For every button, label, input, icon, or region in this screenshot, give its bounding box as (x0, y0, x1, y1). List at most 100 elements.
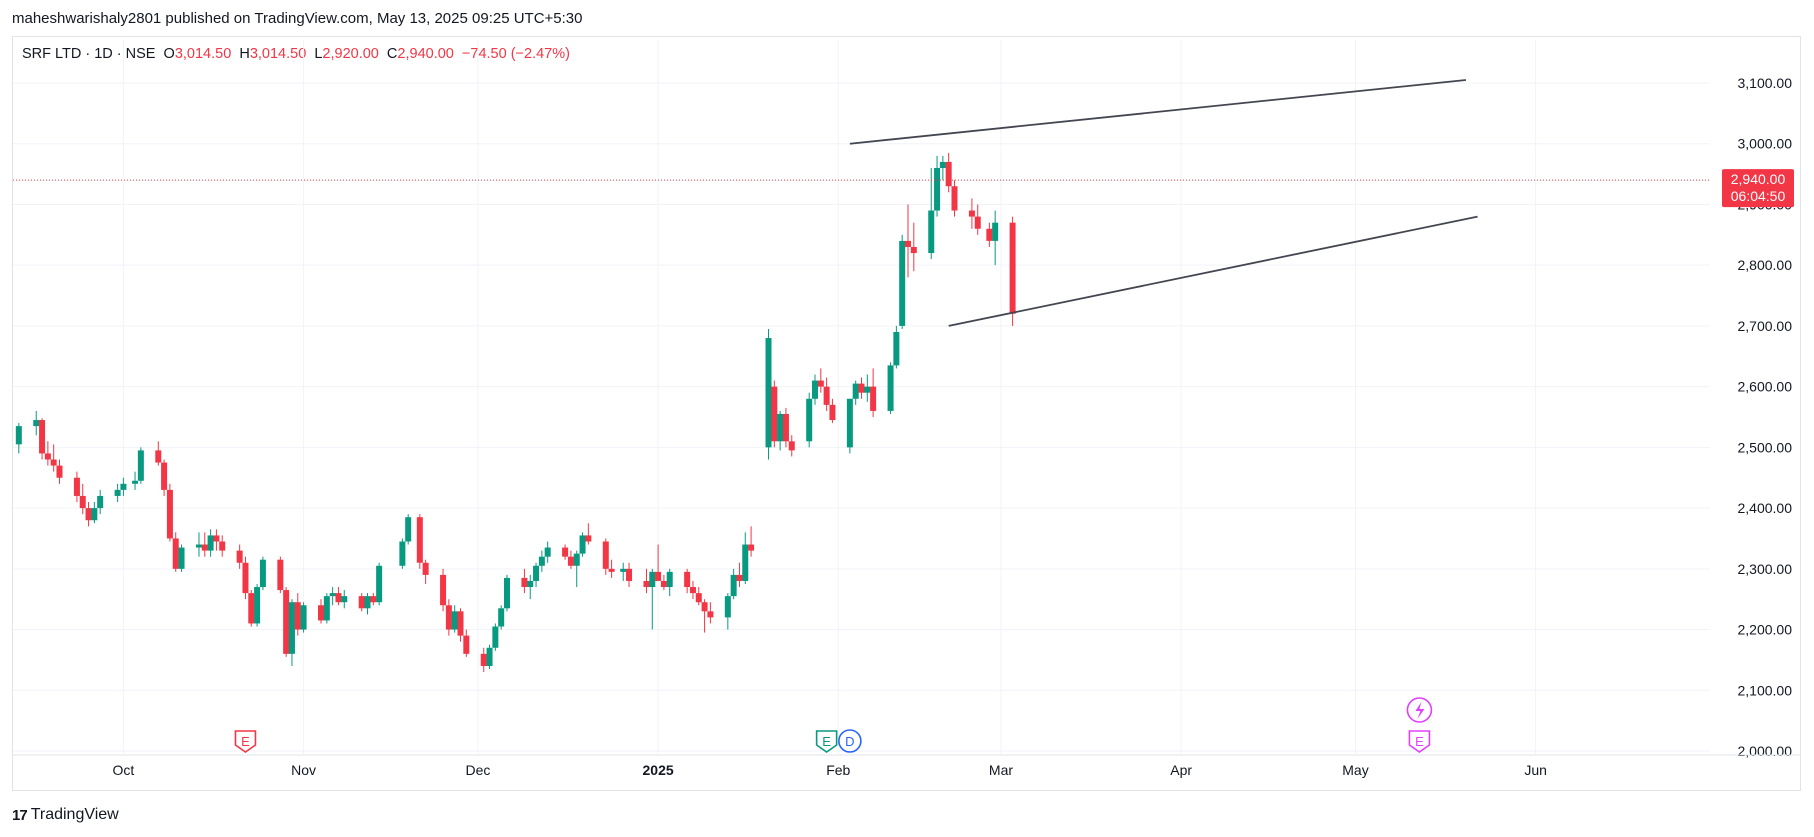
candle-body (440, 574, 447, 606)
candle-body (707, 611, 714, 618)
candle-body (358, 596, 365, 609)
candle-body (748, 544, 755, 551)
publish-info: maheshwarishaly2801 published on Trading… (12, 10, 583, 27)
y-tick-label: 2,000.00 (1738, 743, 1793, 759)
candle-body (788, 441, 795, 451)
candle-body (660, 580, 667, 588)
candle-body (939, 161, 946, 169)
dividend-marker (838, 729, 862, 753)
candle-body (15, 426, 22, 445)
y-tick-label: 2,100.00 (1738, 682, 1793, 698)
candle-body (602, 541, 609, 569)
candle-body (213, 535, 220, 542)
y-tick-label: 2,500.00 (1738, 439, 1793, 455)
y-tick-label: 2,700.00 (1738, 318, 1793, 334)
candle-body (771, 386, 778, 442)
candle-body (585, 535, 592, 542)
x-tick-label: Apr (1170, 762, 1192, 778)
candle-body (864, 386, 871, 393)
candle-body (242, 562, 249, 594)
candle-body (817, 380, 824, 387)
candle-body (120, 483, 127, 490)
candle-body (300, 605, 307, 630)
candle-body (626, 568, 633, 581)
candle-body (899, 240, 906, 326)
candle-body (294, 602, 301, 630)
event-label: E (1415, 734, 1424, 749)
candle-body (573, 553, 580, 566)
candle-body (887, 365, 894, 411)
tradingview-logo-icon: 17 (12, 806, 28, 824)
candle-body (538, 556, 545, 566)
candle-body (79, 495, 86, 509)
candle-body (323, 596, 330, 621)
candle-body (945, 161, 952, 187)
candle-body (858, 383, 865, 393)
candle-body (689, 587, 696, 594)
x-tick-label: Feb (826, 762, 850, 778)
candle-body (161, 462, 168, 490)
candle-body (259, 559, 266, 588)
event-label: E (241, 734, 250, 749)
x-tick-label: Mar (989, 762, 1013, 778)
candle-body (527, 580, 534, 588)
earnings-marker (1408, 730, 1431, 753)
candle-body (277, 559, 284, 591)
candle-body (463, 635, 470, 654)
candle-body (137, 450, 144, 481)
candle-body (114, 489, 121, 496)
candle-body (521, 577, 528, 588)
candle-body (544, 547, 551, 557)
chart-frame[interactable] (12, 36, 1801, 791)
open-label: O (163, 46, 175, 62)
candle-body (782, 413, 789, 442)
candle-body (492, 626, 499, 648)
y-tick-label: 3,100.00 (1738, 75, 1793, 91)
candle-body (457, 611, 464, 636)
candle-body (1009, 222, 1016, 314)
candle-body (341, 596, 348, 603)
candle-body (567, 556, 574, 566)
countdown-label: 06:04:50 (1731, 188, 1786, 204)
high-value: 3,014.50 (249, 46, 307, 62)
candle-body (928, 210, 935, 254)
candle-body (201, 544, 208, 551)
candle-body (655, 571, 662, 581)
candle-body (335, 593, 342, 603)
low-value: 2,920.00 (322, 46, 379, 62)
trendline-upper (849, 79, 1467, 145)
candle-body (132, 480, 139, 484)
y-tick-label: 2,400.00 (1738, 500, 1793, 516)
candle-body (974, 216, 981, 229)
candle-body (207, 535, 214, 551)
candle-body (684, 571, 691, 588)
ohlc-legend: SRF LTD · 1D · NSE O3,014.50 H3,014.50 L… (22, 46, 570, 62)
footer-brand: 17 TradingView (12, 806, 119, 824)
brand-name: TradingView (30, 806, 119, 823)
y-tick-label: 2,600.00 (1738, 379, 1793, 395)
candle-body (376, 565, 383, 603)
candle-body (643, 580, 650, 588)
candle-body (620, 568, 627, 572)
candle-body (195, 544, 202, 548)
candle-body (44, 453, 51, 460)
y-tick-label: 2,200.00 (1738, 622, 1793, 638)
candle-body (248, 593, 255, 624)
candle-body (503, 577, 510, 609)
candle-body (56, 465, 63, 478)
candle-body (666, 571, 673, 588)
candle-body (254, 587, 261, 624)
candle-body (39, 420, 46, 454)
flash-icon-bolt (1415, 702, 1425, 719)
last-price-label: 2,940.00 (1731, 171, 1786, 187)
event-label: E (822, 734, 831, 749)
candle-body (236, 550, 243, 563)
candle-body (562, 547, 569, 557)
candle-body (951, 186, 958, 211)
candle-body (219, 541, 226, 551)
candle-body (852, 383, 859, 399)
candle-body (701, 602, 708, 612)
candle-body (364, 596, 371, 609)
candle-body (288, 602, 295, 654)
